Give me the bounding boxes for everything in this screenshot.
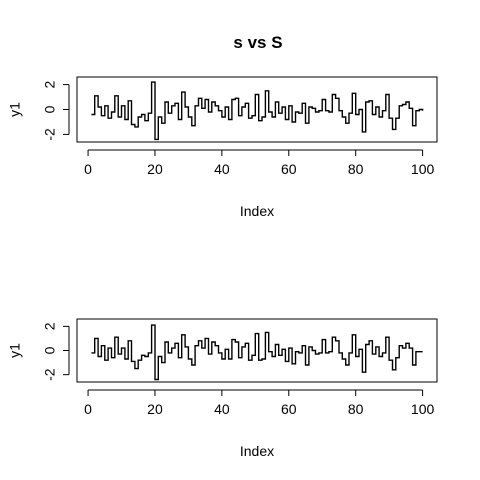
x-tick-label: 40 [214,161,230,177]
x-tick-label: 0 [84,161,92,177]
y-tick-label: 2 [42,322,58,330]
y-tick-label: 0 [42,105,58,113]
y-tick-label: -2 [42,128,58,141]
x-tick-label: 40 [214,401,230,417]
x-tick-label: 60 [281,401,297,417]
main-title: s vs S [233,33,282,52]
plot-box [76,76,438,143]
x-tick-label: 20 [147,401,163,417]
y-tick-label: 0 [42,346,58,354]
series-line-0 [91,81,424,141]
y-axis-title: y1 [7,102,23,117]
x-axis-title: Index [240,203,274,219]
y-axis-title: y1 [7,343,23,358]
x-tick-label: 60 [281,161,297,177]
x-tick-label: 100 [411,401,435,417]
y-tick-label: 2 [42,80,58,88]
plot-panel-top: 0 20 40 60 80 100 -2 0 2 Index y1 [7,76,438,219]
x-tick-label: 20 [147,161,163,177]
x-tick-label: 100 [411,161,435,177]
x-tick-label: 80 [348,161,364,177]
plot-panel-bottom: 0 20 40 60 80 100 -2 0 2 Index y1 [7,318,438,459]
plot-box [76,318,438,383]
x-axis-title: Index [240,443,274,459]
series-line-0 [91,324,423,381]
y-tick-label: -2 [42,368,58,381]
x-tick-label: 0 [84,401,92,417]
x-tick-label: 80 [348,401,364,417]
